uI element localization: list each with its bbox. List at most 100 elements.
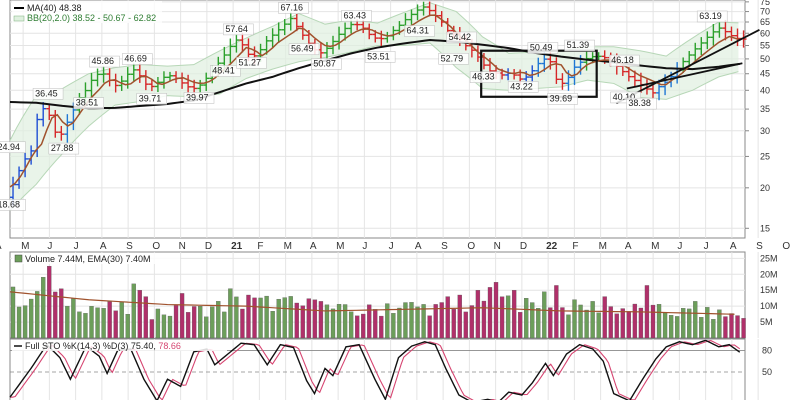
- volume-legend-swatch: [14, 254, 23, 263]
- volume-bar: [433, 304, 438, 339]
- volume-bar: [427, 315, 432, 339]
- price-point-label: 63.43: [344, 10, 367, 20]
- price-label-box: [696, 10, 728, 23]
- x-axis-month-label: A: [100, 241, 107, 252]
- volume-bar: [385, 303, 390, 339]
- trend-line: [615, 28, 760, 104]
- price-point-label: 63.19: [699, 11, 722, 21]
- volume-bar: [566, 314, 571, 339]
- volume-bar: [499, 296, 505, 339]
- volume-bar: [53, 291, 58, 339]
- volume-bar: [119, 302, 124, 339]
- volume-bar: [28, 298, 34, 339]
- volume-bar: [602, 296, 607, 339]
- x-axis-month-label: J: [74, 241, 79, 252]
- volume-bar: [89, 306, 94, 339]
- x-axis-month-label: M: [599, 241, 607, 252]
- volume-bar: [294, 302, 299, 339]
- volume-bar: [355, 315, 360, 339]
- volume-bar: [518, 312, 523, 339]
- volume-bar: [584, 309, 589, 339]
- volume-bar: [330, 308, 336, 339]
- volume-bar: [35, 291, 40, 339]
- volume-bar: [469, 305, 475, 339]
- volume-bar: [397, 307, 402, 339]
- volume-bar: [155, 308, 161, 339]
- volume-bar: [439, 302, 444, 339]
- volume-bar: [699, 317, 704, 339]
- volume-bar: [717, 309, 722, 339]
- volume-y-tick-label: 20M: [760, 269, 778, 279]
- volume-bar: [77, 311, 82, 339]
- price-y-tick-label: 20: [760, 183, 770, 193]
- volume-bar: [125, 314, 130, 339]
- volume-bar: [693, 301, 698, 339]
- volume-bar: [264, 295, 269, 339]
- volume-bar: [373, 309, 378, 339]
- volume-bar: [276, 298, 281, 339]
- volume-bar: [59, 288, 64, 339]
- sto-legend-background: [12, 340, 227, 351]
- volume-bar: [113, 310, 118, 339]
- volume-bar: [711, 319, 716, 339]
- bollinger-band-fill: [10, 2, 739, 211]
- price-point-label: 46.33: [472, 72, 495, 82]
- price-y-tick-label: 30: [760, 126, 770, 136]
- price-point-label: 51.27: [239, 57, 262, 67]
- x-axis-month-label: J: [389, 241, 394, 252]
- x-axis-month-label: F: [572, 241, 578, 252]
- x-axis-month-label: A: [310, 241, 317, 252]
- price-label-box: [278, 2, 309, 14]
- price-label-box: [288, 43, 320, 55]
- volume-bar: [179, 293, 185, 339]
- volume-bar: [252, 297, 257, 339]
- price-label-box: [404, 25, 435, 37]
- price-label-box: [73, 97, 104, 109]
- price-label-box: [89, 55, 120, 68]
- volume-bar: [379, 315, 384, 339]
- volume-bar: [614, 313, 619, 339]
- price-y-tick-label: 65: [760, 17, 770, 27]
- volume-bar: [234, 296, 239, 339]
- price-label-box: [183, 92, 215, 104]
- volume-bar: [22, 305, 28, 339]
- price-point-label: 27.88: [51, 143, 74, 153]
- volume-bar: [487, 287, 493, 339]
- price-y-tick-label: 40: [760, 85, 770, 95]
- x-axis-month-label: J: [47, 241, 52, 252]
- volume-bar: [632, 303, 638, 339]
- price-label-box: [527, 42, 559, 54]
- price-label-box: [32, 88, 64, 100]
- price-point-label: 54.42: [449, 32, 472, 42]
- x-axis-month-label: 22: [546, 241, 558, 252]
- trend-line: [626, 62, 743, 90]
- volume-bar: [143, 296, 148, 339]
- x-axis-month-label: N: [179, 241, 186, 252]
- price-y-tick-label: 25: [760, 151, 770, 161]
- x-axis-month-label: N: [494, 241, 501, 252]
- price-label-box: [210, 65, 241, 77]
- volume-bar: [638, 307, 644, 339]
- price-point-label: 57.64: [225, 24, 248, 34]
- volume-bar: [668, 315, 674, 339]
- price-point-label: 51.39: [567, 40, 590, 50]
- volume-bar: [451, 309, 456, 339]
- volume-bar: [107, 301, 112, 339]
- ma40-legend-label: MA(40) 48.38: [27, 3, 82, 13]
- sto-y-tick-label: 80: [762, 345, 772, 355]
- x-axis-month-label: O: [467, 241, 475, 252]
- x-axis-month-label: M: [284, 241, 292, 252]
- volume-bar: [336, 304, 342, 339]
- x-axis-month-label: A: [415, 241, 422, 252]
- price-point-label: 46.18: [611, 55, 634, 65]
- volume-bar: [131, 283, 136, 339]
- price-label-box: [438, 53, 469, 65]
- volume-bar: [608, 306, 613, 339]
- x-axis-month-label: 21: [231, 241, 243, 252]
- volume-bar: [481, 300, 487, 339]
- volume-bar: [626, 311, 631, 339]
- x-axis-month-label: D: [205, 241, 212, 252]
- x-axis-month-label: O: [152, 241, 160, 252]
- volume-bar: [198, 306, 203, 339]
- x-axis-month-label: S: [441, 241, 448, 252]
